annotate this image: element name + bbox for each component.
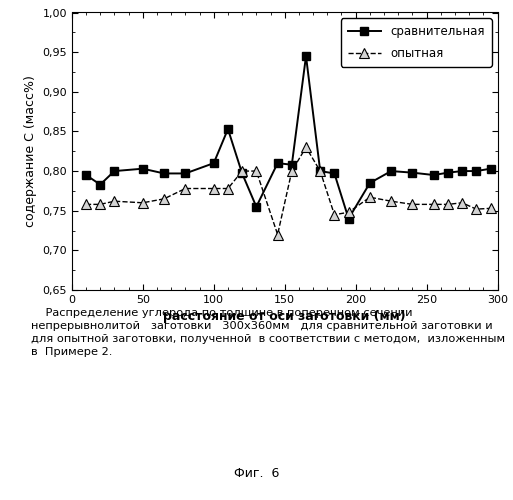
сравнительная [211, 160, 217, 166]
сравнительная [225, 126, 231, 132]
сравнительная [331, 170, 338, 176]
опытная [225, 186, 231, 192]
опытная [97, 202, 103, 207]
сравнительная [239, 170, 245, 176]
опытная [331, 212, 338, 218]
опытная [83, 202, 89, 207]
сравнительная [182, 170, 188, 176]
сравнительная [83, 172, 89, 178]
сравнительная [140, 166, 146, 172]
Text: Фиг.  6: Фиг. 6 [234, 467, 279, 480]
опытная [317, 168, 323, 174]
опытная [182, 186, 188, 192]
сравнительная [161, 170, 167, 176]
опытная [140, 200, 146, 206]
опытная [473, 206, 479, 212]
сравнительная [253, 204, 260, 210]
опытная [431, 202, 437, 207]
сравнительная [97, 182, 103, 188]
Y-axis label: содержание C (масс%): содержание C (масс%) [24, 76, 37, 227]
сравнительная [111, 168, 117, 174]
опытная [303, 144, 309, 150]
сравнительная [459, 168, 465, 174]
сравнительная [289, 162, 295, 168]
Line: опытная: опытная [81, 142, 496, 240]
опытная [409, 202, 416, 207]
опытная [253, 168, 260, 174]
сравнительная [274, 160, 281, 166]
сравнительная [473, 168, 479, 174]
сравнительная [487, 166, 494, 172]
опытная [346, 210, 352, 216]
опытная [289, 168, 295, 174]
опытная [161, 196, 167, 202]
сравнительная [388, 168, 394, 174]
сравнительная [367, 180, 373, 186]
сравнительная [409, 170, 416, 175]
X-axis label: расстояние от оси заготовки (мм): расстояние от оси заготовки (мм) [164, 310, 406, 324]
Legend: сравнительная, опытная: сравнительная, опытная [341, 18, 491, 67]
опытная [459, 200, 465, 206]
опытная [211, 186, 217, 192]
опытная [445, 202, 451, 207]
опытная [239, 168, 245, 174]
опытная [274, 232, 281, 237]
опытная [111, 198, 117, 204]
опытная [487, 206, 494, 212]
сравнительная [303, 53, 309, 59]
сравнительная [431, 172, 437, 178]
Text: Распределение углерода по толщине в поперечном сечении
непрерывнолитой   заготов: Распределение углерода по толщине в попе… [31, 308, 505, 357]
сравнительная [445, 170, 451, 175]
сравнительная [346, 216, 352, 222]
Line: сравнительная: сравнительная [82, 52, 495, 222]
опытная [367, 194, 373, 200]
сравнительная [317, 168, 323, 174]
опытная [388, 198, 394, 204]
